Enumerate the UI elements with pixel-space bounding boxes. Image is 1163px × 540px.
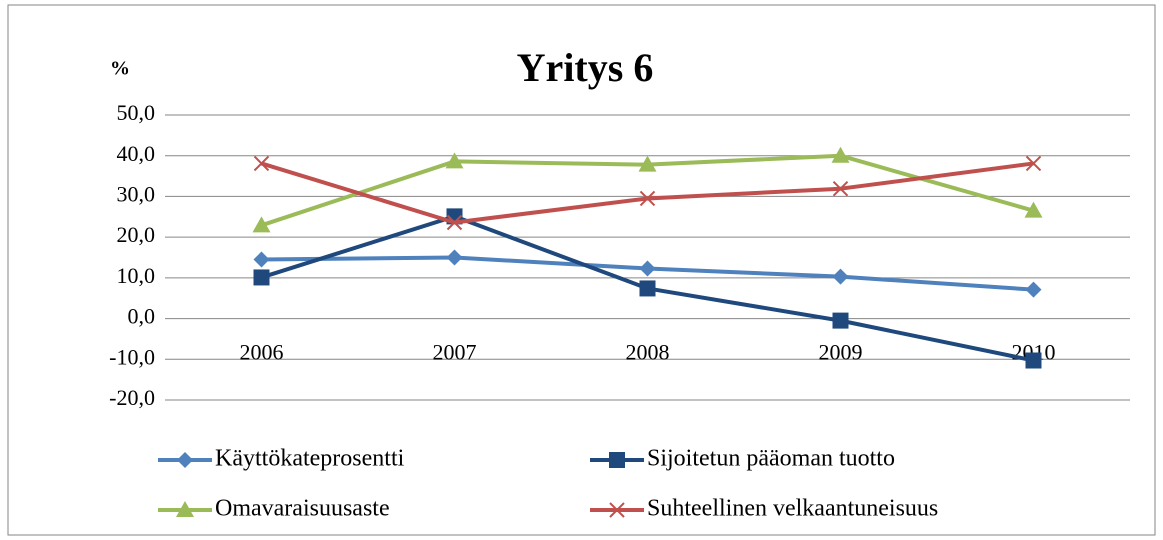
legend-marker	[177, 452, 193, 468]
legend-label: Käyttökateprosentti	[215, 446, 405, 472]
y-axis-label: %	[110, 58, 130, 80]
legend-label: Omavaraisuusaste	[215, 496, 390, 522]
y-tick-label: 0,0	[128, 304, 156, 329]
y-tick-label: -10,0	[109, 344, 155, 369]
legend-label: Suhteellinen velkaantuneisuus	[647, 496, 938, 522]
x-tick-label: 2009	[819, 340, 863, 365]
marker	[832, 180, 849, 197]
y-tick-label: 40,0	[117, 141, 156, 166]
legend-marker	[609, 502, 625, 518]
y-tick-label: 20,0	[117, 222, 156, 247]
marker	[252, 216, 271, 233]
marker	[253, 269, 270, 286]
legend-label: Sijoitetun pääoman tuotto	[647, 446, 895, 472]
marker	[446, 214, 463, 231]
x-tick-label: 2006	[240, 340, 284, 365]
marker	[1025, 281, 1042, 298]
legend-marker	[609, 452, 625, 468]
marker	[832, 268, 849, 285]
x-tick-label: 2008	[626, 340, 670, 365]
marker	[253, 251, 270, 268]
marker	[1025, 155, 1042, 172]
marker	[639, 260, 656, 277]
marker	[253, 155, 270, 172]
marker	[1025, 352, 1042, 369]
y-tick-label: 30,0	[117, 181, 156, 206]
marker	[832, 312, 849, 329]
chart-title: Yritys 6	[517, 45, 654, 90]
marker	[831, 146, 850, 163]
marker	[639, 280, 656, 297]
y-tick-label: 50,0	[117, 100, 156, 125]
y-tick-label: 10,0	[117, 263, 156, 288]
y-tick-label: -20,0	[109, 385, 155, 410]
chart-border	[7, 4, 1156, 536]
marker	[445, 152, 464, 169]
marker	[638, 155, 657, 172]
marker	[1024, 201, 1043, 218]
x-tick-label: 2007	[433, 340, 477, 365]
marker	[446, 249, 463, 266]
legend-marker	[176, 501, 194, 517]
marker	[639, 190, 656, 207]
